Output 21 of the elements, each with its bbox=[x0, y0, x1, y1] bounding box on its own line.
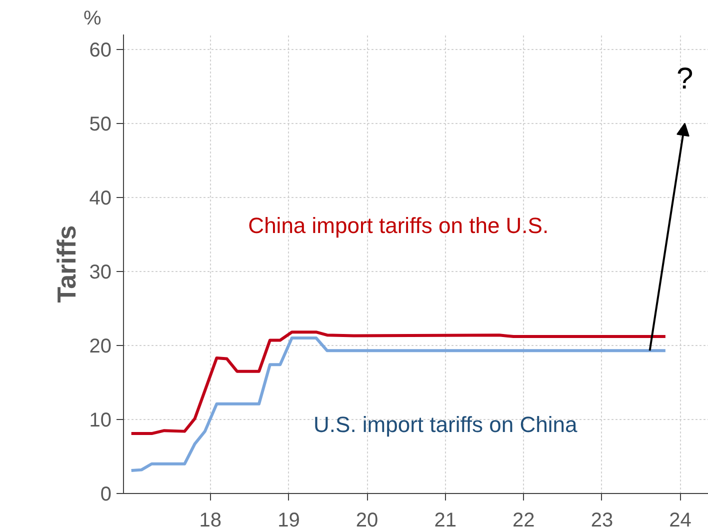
x-tick-label: 19 bbox=[278, 510, 300, 529]
text: China import tariffs on the U.S. bbox=[248, 213, 549, 238]
x-tick-label: 20 bbox=[356, 510, 378, 529]
x-tick-label: 24 bbox=[669, 510, 692, 529]
annotation: ? bbox=[676, 62, 694, 96]
y-tick-label: 30 bbox=[89, 261, 112, 284]
line-series bbox=[130, 330, 667, 436]
y-tick-label: 10 bbox=[89, 409, 112, 432]
y-axis-title: Tariffs bbox=[51, 225, 82, 303]
x-tick-label: 18 bbox=[199, 510, 222, 529]
x-tick-label: 21 bbox=[434, 510, 456, 529]
y-tick-label: 0 bbox=[100, 484, 112, 506]
text: % bbox=[84, 8, 102, 30]
x-tick-label: 23 bbox=[590, 510, 614, 529]
y-tick-label: 60 bbox=[89, 39, 112, 62]
x-tick-label: 22 bbox=[512, 510, 535, 529]
text: U.S. import tariffs on China bbox=[314, 412, 578, 438]
y-tick-label: 40 bbox=[89, 187, 112, 210]
y-tick-label: 20 bbox=[89, 335, 112, 358]
line-series bbox=[130, 336, 667, 472]
y-tick-label: 50 bbox=[89, 113, 112, 136]
